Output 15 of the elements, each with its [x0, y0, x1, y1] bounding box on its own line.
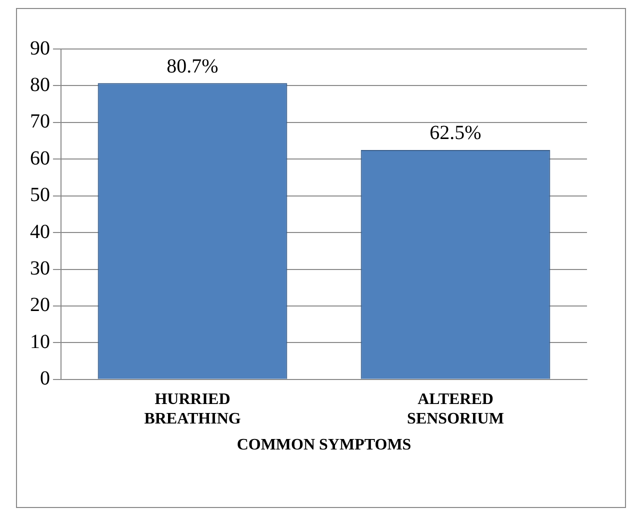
x-tick-label: ALTERED SENSORIUM: [407, 391, 504, 428]
y-tick-label: 70: [30, 110, 50, 133]
y-tick-label: 10: [30, 330, 50, 353]
y-tick-label: 80: [30, 74, 50, 96]
x-axis-title: COMMON SYMPTOMS: [236, 436, 412, 454]
y-tick-label: 30: [30, 258, 50, 280]
data-label: 80.7%: [166, 55, 218, 78]
y-tick-label: 60: [30, 147, 50, 170]
x-tick-label: HURRIED BREATHING: [144, 391, 242, 428]
y-tick-label: 0: [40, 368, 50, 390]
y-tick-label: 90: [30, 37, 50, 60]
y-tick-label: 50: [30, 184, 50, 206]
data-label: 62.5%: [430, 122, 482, 144]
y-tick-label: 20: [30, 294, 50, 316]
y-tick-label: 40: [30, 220, 50, 243]
